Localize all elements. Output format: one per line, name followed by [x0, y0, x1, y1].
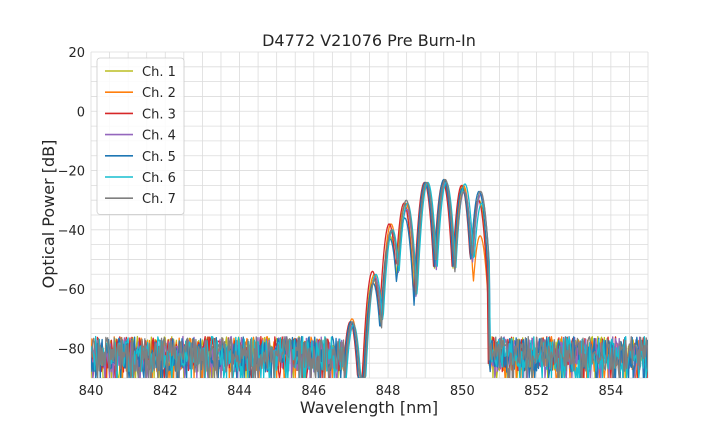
legend-label: Ch. 6: [142, 171, 176, 186]
legend: Ch. 1 Ch. 2 Ch. 3 Ch. 4 Ch. 5 Ch. 6 Ch. 7: [96, 57, 185, 215]
x-tick-label: 852: [524, 384, 549, 399]
chart-title: D4772 V21076 Pre Burn-In: [262, 31, 476, 50]
x-tick-label: 846: [301, 384, 326, 399]
x-tick-label: 850: [450, 384, 475, 399]
y-tick-label: −60: [58, 283, 85, 298]
y-tick-label: 20: [68, 46, 85, 61]
y-axis-label: Optical Power [dB]: [39, 140, 58, 289]
series-line-7: [91, 178, 648, 378]
x-axis-label: Wavelength [nm]: [300, 398, 438, 417]
legend-label: Ch. 1: [142, 65, 176, 80]
y-tick-label: 0: [77, 105, 85, 120]
y-tick-label: −20: [58, 165, 85, 180]
y-axis-ticks: 20 0 −20 −40 −60 −80: [58, 46, 85, 357]
y-tick-label: −80: [58, 342, 85, 357]
legend-label: Ch. 5: [142, 150, 176, 165]
x-tick-label: 848: [376, 384, 401, 399]
x-tick-label: 840: [79, 384, 104, 399]
x-tick-label: 842: [153, 384, 178, 399]
legend-label: Ch. 4: [142, 129, 176, 144]
y-tick-label: −40: [58, 224, 85, 239]
x-axis-ticks: 840 842 844 846 848 850 852 854: [79, 384, 624, 399]
legend-box: [96, 57, 185, 215]
series-layer: [91, 178, 648, 378]
legend-label: Ch. 7: [142, 192, 176, 207]
legend-label: Ch. 2: [142, 86, 176, 101]
x-tick-label: 854: [598, 384, 623, 399]
x-tick-label: 844: [227, 384, 252, 399]
legend-label: Ch. 3: [142, 107, 176, 122]
